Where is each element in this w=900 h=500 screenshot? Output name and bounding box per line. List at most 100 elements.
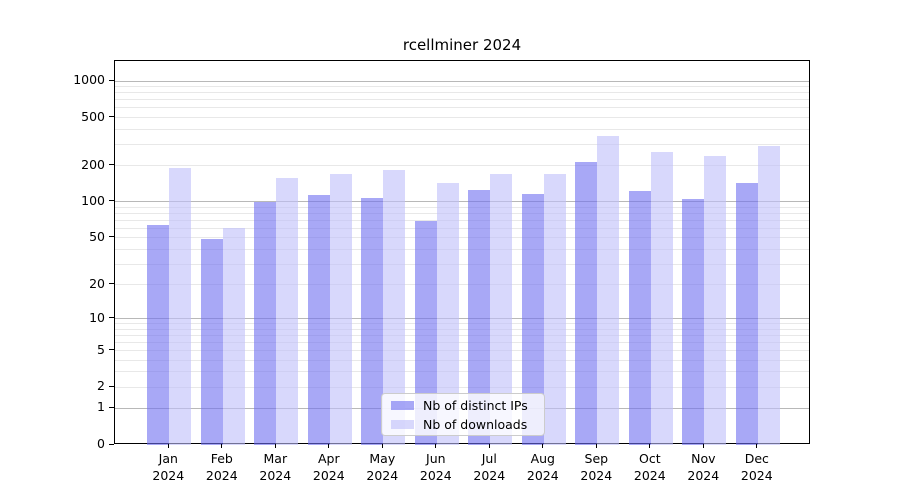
bar-distinct-ips xyxy=(254,202,277,445)
y-tick-label: 50 xyxy=(89,228,105,244)
x-tick-mark xyxy=(167,444,169,448)
bar-downloads xyxy=(757,145,780,445)
bar-distinct-ips xyxy=(200,238,223,445)
minor-gridline xyxy=(115,323,809,325)
x-tick-label: Jun 2024 xyxy=(419,451,452,483)
legend-swatch-downloads xyxy=(391,419,414,429)
x-tick-label: Nov 2024 xyxy=(687,451,720,483)
minor-gridline xyxy=(115,284,809,286)
major-gridline xyxy=(115,80,809,82)
x-tick-label: Aug 2024 xyxy=(526,451,559,483)
y-tick-mark xyxy=(109,283,114,285)
bar-downloads xyxy=(169,167,192,445)
minor-gridline xyxy=(115,328,809,330)
x-tick-label: Dec 2024 xyxy=(740,451,773,483)
bar-distinct-ips xyxy=(361,198,384,445)
x-tick-label: Sep 2024 xyxy=(580,451,613,483)
minor-gridline xyxy=(115,350,809,352)
legend-item-downloads: Nb of downloads xyxy=(391,417,535,432)
minor-gridline xyxy=(115,386,809,388)
x-tick-mark xyxy=(702,444,704,448)
y-tick-mark xyxy=(109,385,114,387)
bar-downloads xyxy=(704,155,727,445)
bar-downloads xyxy=(276,177,299,445)
minor-gridline xyxy=(115,237,809,239)
y-tick-mark xyxy=(109,406,114,408)
y-tick-label: 20 xyxy=(89,275,105,291)
y-tick-label: 10 xyxy=(89,309,105,325)
minor-gridline xyxy=(115,341,809,343)
bar-distinct-ips xyxy=(735,182,758,445)
y-tick-label: 200 xyxy=(81,156,105,172)
minor-gridline xyxy=(115,165,809,167)
bar-distinct-ips xyxy=(628,191,651,445)
x-tick-mark xyxy=(542,444,544,448)
x-tick-mark xyxy=(274,444,276,448)
y-tick-mark xyxy=(109,116,114,117)
bar-distinct-ips xyxy=(147,225,170,445)
x-tick-mark xyxy=(328,444,330,448)
bar-downloads xyxy=(597,136,620,445)
y-tick-mark xyxy=(109,236,114,238)
y-tick-label: 1000 xyxy=(73,72,105,88)
bar-downloads xyxy=(543,174,566,445)
x-tick-mark xyxy=(488,444,490,448)
x-tick-mark xyxy=(756,444,758,448)
legend-label-downloads: Nb of downloads xyxy=(423,416,528,432)
minor-gridline xyxy=(115,334,809,336)
minor-gridline xyxy=(115,227,809,229)
major-gridline xyxy=(115,201,809,203)
x-tick-mark xyxy=(381,444,383,448)
minor-gridline xyxy=(115,248,809,250)
bar-downloads xyxy=(650,152,673,445)
x-tick-label: Feb 2024 xyxy=(205,451,238,483)
minor-gridline xyxy=(115,219,809,221)
y-tick-mark xyxy=(109,317,114,319)
bar-downloads xyxy=(490,173,513,445)
plot-area xyxy=(114,60,810,445)
bar-distinct-ips xyxy=(414,221,437,445)
minor-gridline xyxy=(115,213,809,214)
minor-gridline xyxy=(115,92,809,94)
minor-gridline xyxy=(115,107,809,109)
minor-gridline xyxy=(115,99,809,101)
x-tick-label: Mar 2024 xyxy=(259,451,292,483)
x-tick-label: Apr 2024 xyxy=(312,451,345,483)
x-tick-mark xyxy=(435,444,437,448)
legend: Nb of distinct IPs Nb of downloads xyxy=(381,393,545,436)
x-tick-label: Jul 2024 xyxy=(473,451,506,483)
y-tick-label: 5 xyxy=(97,341,105,357)
minor-gridline xyxy=(115,86,809,88)
y-tick-mark xyxy=(109,164,114,166)
minor-gridline xyxy=(115,371,809,373)
minor-gridline xyxy=(115,263,809,265)
bar-downloads xyxy=(329,174,352,445)
legend-label-ips: Nb of distinct IPs xyxy=(423,397,528,413)
bar-distinct-ips xyxy=(521,194,544,445)
y-tick-label: 1 xyxy=(97,399,105,415)
y-tick-mark xyxy=(109,443,114,445)
bar-distinct-ips xyxy=(575,162,598,445)
y-tick-label: 500 xyxy=(81,108,105,124)
x-tick-mark xyxy=(221,444,223,448)
x-tick-label: Oct 2024 xyxy=(633,451,666,483)
y-tick-label: 0 xyxy=(97,436,105,451)
x-tick-label: Jan 2024 xyxy=(152,451,185,483)
minor-gridline xyxy=(115,206,809,208)
y-tick-label: 2 xyxy=(97,378,105,394)
y-tick-label: 100 xyxy=(81,192,105,208)
bar-distinct-ips xyxy=(307,195,330,445)
chart-title: rcellminer 2024 xyxy=(402,36,522,54)
y-tick-mark xyxy=(109,349,114,351)
bar-downloads xyxy=(436,183,459,445)
minor-gridline xyxy=(115,128,809,130)
minor-gridline xyxy=(115,359,809,361)
bar-distinct-ips xyxy=(682,199,705,445)
legend-item-distinct-ips: Nb of distinct IPs xyxy=(391,398,535,413)
x-tick-mark xyxy=(595,444,597,448)
x-tick-label: May 2024 xyxy=(366,451,399,483)
y-tick-mark xyxy=(109,200,114,202)
bar-downloads xyxy=(222,227,245,445)
bar-distinct-ips xyxy=(468,190,491,445)
minor-gridline xyxy=(115,143,809,145)
